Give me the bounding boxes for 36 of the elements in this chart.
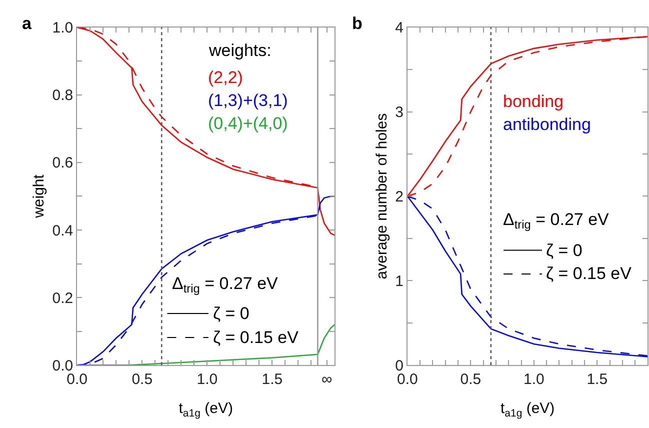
x-tick-label: 1.5 (262, 371, 283, 388)
line-series (77, 324, 335, 366)
y-tick-label: 1.0 (52, 20, 74, 37)
y-tick-label: 0.8 (52, 87, 74, 104)
x-tick-label: 1.5 (586, 371, 608, 388)
x-tick-label: 1.0 (196, 371, 218, 388)
text: antibonding (503, 115, 591, 134)
y-tick-label: 0.2 (52, 290, 74, 307)
annotation: ζ = 0.15 eV (546, 264, 632, 283)
annotation: weights: (208, 41, 272, 60)
y-tick-label: 4 (395, 20, 404, 37)
y-axis-title: weight (30, 174, 48, 219)
y-tick-label: 1 (395, 272, 404, 290)
annotation: ζ = 0 (213, 304, 250, 323)
y-tick-label: 0.4 (52, 222, 74, 240)
y-tick-label: 0 (395, 357, 404, 374)
annotation: ζ = 0 (546, 241, 582, 260)
chart-title: b (352, 14, 362, 33)
x-axis-title: t$_{a1g}$ (eV) (178, 400, 233, 420)
x-tick-label: 0.5 (132, 371, 153, 388)
chart-title: a (22, 14, 32, 33)
annotation: Δ$_{trig}$ = 0.27 eV (172, 274, 279, 296)
x-axis-title: t$_{a1g}$ (eV) (500, 400, 555, 420)
annotation: Δ$_{trig}$ = 0.27 eV (503, 210, 610, 232)
x-tick-label: ∞ (321, 371, 332, 388)
x-tick-label: 1.0 (523, 371, 544, 388)
y-tick-label: 0.6 (52, 154, 74, 172)
x-tick-label: 0.5 (460, 371, 482, 388)
series-label: bonding (503, 92, 564, 111)
y-axis-title: average number of holes (373, 113, 390, 280)
text: (2,2) (208, 68, 243, 87)
text: (1,3)+(3,1) (208, 91, 288, 110)
annotation: ζ = 0.15 eV (213, 328, 300, 347)
y-tick-label: 3 (395, 104, 404, 122)
text: (0,4)+(4,0) (208, 114, 288, 133)
y-tick-label: 2 (395, 188, 404, 206)
